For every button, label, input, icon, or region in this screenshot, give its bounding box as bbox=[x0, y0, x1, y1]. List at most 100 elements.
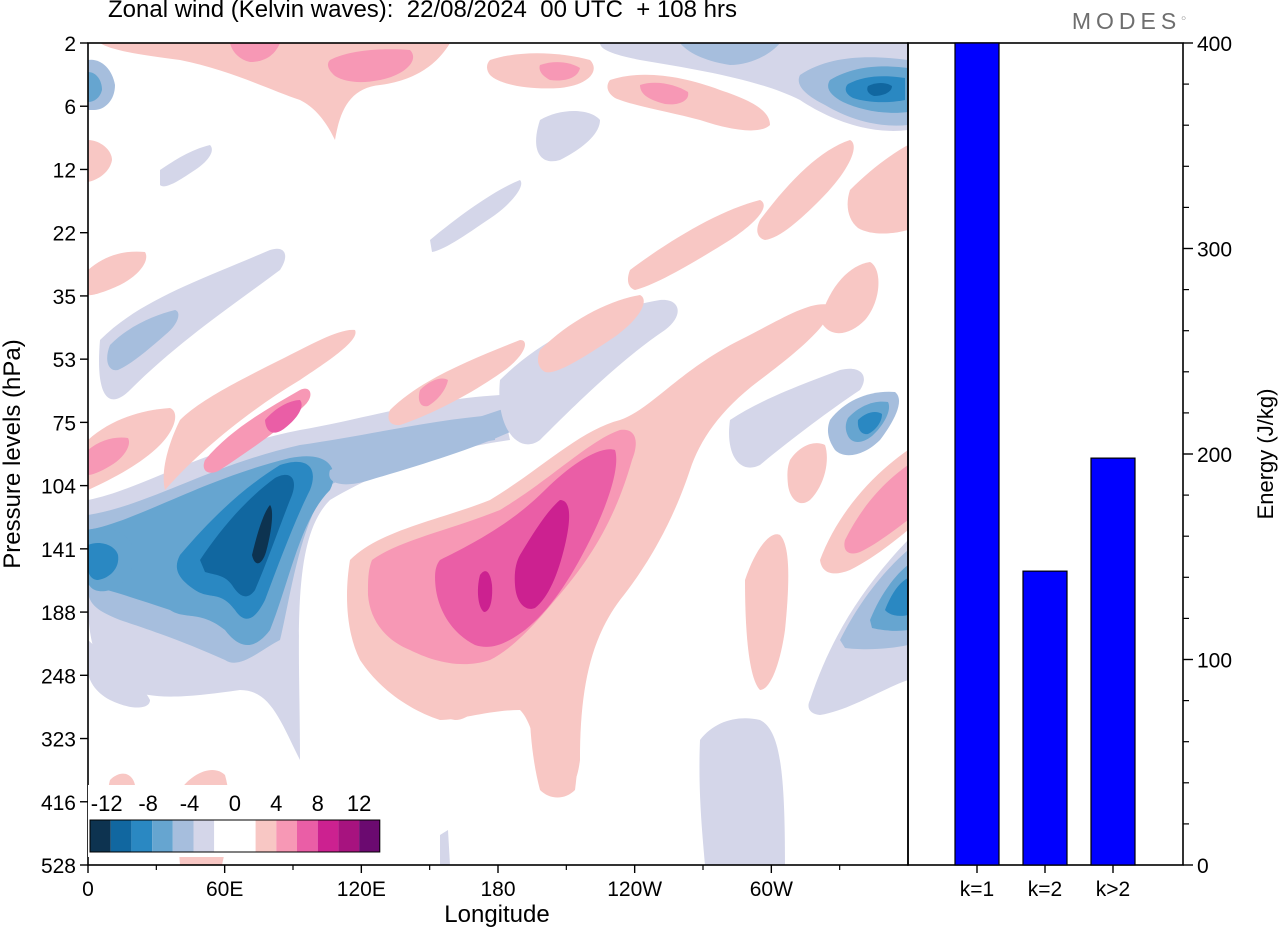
energy-tick-label: 0 bbox=[1197, 855, 1209, 878]
neg-blob-top-2 bbox=[680, 43, 780, 65]
modes-logo: MODES○ bbox=[1071, 8, 1186, 34]
bar-category-label: k>2 bbox=[1096, 878, 1130, 901]
neg-blob-low-5 bbox=[200, 474, 295, 597]
pos-blob-r2 bbox=[844, 465, 908, 554]
energy-axis-label: Energy (J/kg) bbox=[1253, 389, 1278, 520]
neg-blob-bottom-1 bbox=[699, 718, 785, 865]
x-tick-label: 60E bbox=[206, 878, 243, 901]
pos-blob-d10 bbox=[757, 140, 854, 240]
colorbar-swatch bbox=[276, 820, 297, 852]
colorbar-swatch bbox=[338, 820, 360, 852]
neg-blob-low-6 bbox=[252, 505, 273, 564]
energy-bar-1 bbox=[954, 42, 1000, 866]
colorbar-swatch bbox=[172, 820, 194, 852]
neg-blob-ul-2 bbox=[107, 310, 179, 371]
y-tick-label: 141 bbox=[41, 539, 76, 562]
pos-blob-main-5 bbox=[477, 571, 493, 612]
colorbar-swatch bbox=[214, 820, 235, 852]
x-tick-label: 120W bbox=[607, 878, 662, 901]
energy-bar-2 bbox=[1022, 570, 1068, 866]
colorbar-label: 12 bbox=[347, 791, 371, 816]
y-tick-label: 6 bbox=[64, 96, 76, 119]
pos-blob-d1 bbox=[163, 329, 356, 490]
energy-tick-label: 200 bbox=[1197, 444, 1232, 467]
colorbar: -12 -8 -4 0 4 8 12 bbox=[88, 785, 382, 857]
energy-tick-label: 400 bbox=[1197, 33, 1232, 56]
x-axis-ticks: 0 60E 120E 180 120W 60W bbox=[82, 865, 841, 901]
pos-blob-d11 bbox=[820, 262, 879, 334]
colorbar-swatch bbox=[110, 820, 132, 852]
pos-blob-d4 bbox=[88, 408, 176, 490]
y-tick-label: 22 bbox=[53, 223, 76, 246]
colorbar-label: 0 bbox=[229, 791, 241, 816]
neg-blob-ul-3 bbox=[160, 145, 212, 187]
colorbar-swatch bbox=[90, 820, 111, 852]
y-axis-ticks: 2 6 12 22 35 53 75 104 141 188 248 323 416 528 bbox=[41, 33, 88, 878]
pos-blob-d12 bbox=[847, 145, 908, 234]
pos-blob-main-4 bbox=[514, 500, 570, 609]
neg-blob-mid-1 bbox=[329, 409, 516, 485]
energy-tick-label: 300 bbox=[1197, 239, 1232, 262]
colorbar-swatch bbox=[152, 820, 173, 852]
colorbar-frame bbox=[89, 819, 381, 853]
pos-blob-d5 bbox=[88, 437, 130, 475]
bar-series: k=1 k=2 k>2 bbox=[954, 42, 1136, 901]
pos-blob-top-8 bbox=[88, 140, 112, 182]
pos-blob-top-9 bbox=[88, 251, 147, 296]
y-tick-label: 2 bbox=[64, 33, 76, 56]
neg-blob-ul-5 bbox=[536, 111, 600, 162]
y-tick-label: 53 bbox=[53, 349, 76, 372]
x-tick-label: 60W bbox=[750, 878, 793, 901]
x-axis-label: Longitude bbox=[444, 901, 549, 928]
colorbar-label: 4 bbox=[270, 791, 282, 816]
colorbar-swatch bbox=[234, 820, 256, 852]
bar-category-label: k=2 bbox=[1028, 878, 1062, 901]
pos-blob-d3 bbox=[265, 400, 302, 433]
neg-blob-bottom-3 bbox=[88, 640, 150, 708]
chart-title: Zonal wind (Kelvin waves): 22/08/2024 00… bbox=[108, 0, 737, 23]
neg-blob-ul-4 bbox=[430, 180, 522, 252]
y-tick-label: 416 bbox=[41, 792, 76, 815]
neg-blob-mid-4 bbox=[499, 299, 678, 445]
x-tick-label: 120E bbox=[337, 878, 386, 901]
neg-blob-right-5 bbox=[729, 368, 864, 468]
neg-blob-right-4 bbox=[885, 578, 908, 616]
colorbar-swatch bbox=[359, 820, 380, 852]
pos-blob-b4 bbox=[428, 674, 481, 720]
y-tick-label: 323 bbox=[41, 729, 76, 752]
pos-blob-top-5 bbox=[539, 62, 580, 81]
pos-blob-d8 bbox=[537, 295, 644, 373]
y-tick-label: 12 bbox=[53, 159, 76, 182]
bar-category-label: k=1 bbox=[960, 878, 994, 901]
neg-blob-right-8 bbox=[857, 412, 882, 435]
y-tick-label: 248 bbox=[41, 665, 76, 688]
colorbar-label: -12 bbox=[91, 791, 123, 816]
y-tick-label: 528 bbox=[41, 855, 76, 878]
y-tick-label: 75 bbox=[53, 412, 76, 435]
neg-blob-top-6 bbox=[867, 83, 892, 96]
pos-blob-d9 bbox=[627, 200, 764, 290]
neg-blob-bottom-2 bbox=[440, 830, 450, 865]
neg-blob-left-2 bbox=[88, 543, 119, 580]
y-tick-label: 104 bbox=[41, 476, 76, 499]
y-tick-label: 35 bbox=[53, 286, 76, 309]
colorbar-swatch bbox=[131, 820, 153, 852]
colorbar-swatch bbox=[317, 820, 339, 852]
pos-blob-top-2 bbox=[327, 49, 414, 83]
x-tick-label: 180 bbox=[480, 878, 515, 901]
heatmap-field bbox=[88, 43, 908, 865]
y-tick-label: 188 bbox=[41, 602, 76, 625]
pos-blob-top-7 bbox=[640, 82, 689, 105]
energy-axis-ticks: 0 100 200 300 400 bbox=[1183, 33, 1232, 878]
y-axis-label: Pressure levels (hPa) bbox=[0, 339, 26, 568]
colorbar-swatch bbox=[193, 820, 215, 852]
colorbar-swatch bbox=[297, 820, 318, 852]
x-tick-label: 0 bbox=[82, 878, 94, 901]
pos-blob-top-3 bbox=[230, 43, 280, 62]
logo-text: MODES bbox=[1071, 8, 1182, 34]
energy-bar-3 bbox=[1090, 457, 1136, 866]
colorbar-swatch bbox=[255, 820, 277, 852]
neg-blob-topleft-2 bbox=[88, 72, 102, 102]
